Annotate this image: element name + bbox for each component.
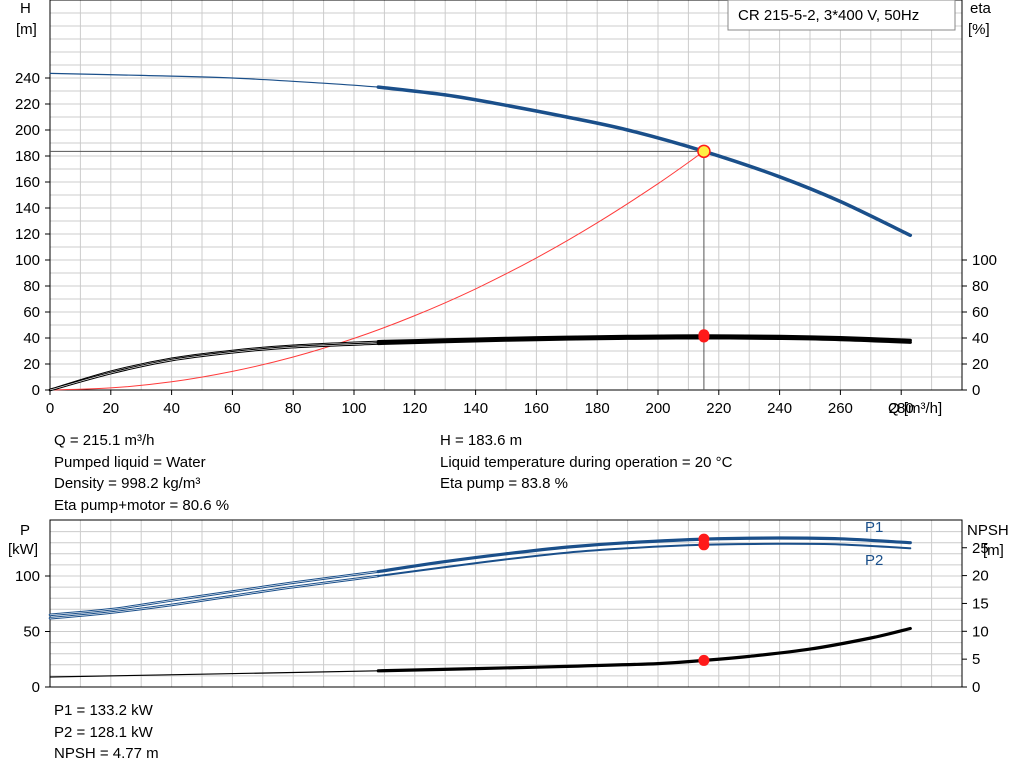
series-npsh_ext (49, 670, 379, 678)
curves (48, 72, 913, 678)
y-axis-unit-left-bottom: [kW] (8, 541, 38, 558)
info-density: Density = 998.2 kg/m³ (54, 475, 201, 492)
y-tick-label-left: 80 (23, 278, 40, 295)
y-tick-label-left: 200 (15, 122, 40, 139)
x-tick-label: 160 (524, 400, 549, 417)
y-tick-label-right: 60 (972, 304, 989, 321)
eta-total-marker (698, 331, 710, 343)
bottom-chart-grid (49, 519, 963, 688)
top-plot-frame (49, 0, 963, 391)
y-tick-label-left: 20 (23, 356, 40, 373)
y-tick-label-left: 0 (32, 382, 40, 399)
y-tick-label-right: 100 (972, 252, 997, 269)
info-col1: Q = 215.1 m³/h Pumped liquid = Water Den… (54, 430, 229, 516)
series-system_curve (49, 150, 705, 391)
series-p2 (377, 542, 912, 577)
info-h: H = 183.6 m (440, 432, 523, 449)
y-axis-title-right: eta (970, 0, 992, 17)
series-eta_pump_ext (49, 341, 379, 391)
series-eta_total (376, 336, 912, 346)
chart-title: CR 215-5-2, 3*400 V, 50Hz (738, 7, 919, 24)
x-tick-label: 0 (46, 400, 54, 417)
y-tick-label-right: 0 (972, 382, 980, 399)
y-tick-label-left: 160 (15, 174, 40, 191)
y-axis-title-right-bottom: NPSH (967, 522, 1009, 539)
y-tick-label-left: 120 (15, 226, 40, 243)
series-p1 (376, 536, 912, 574)
y-tick-label-right: 25 (972, 540, 989, 557)
y-tick-label-right: 20 (972, 568, 989, 585)
y-tick-label-right: 20 (972, 356, 989, 373)
y-tick-label-left: 140 (15, 200, 40, 217)
y-tick-label-left: 0 (32, 679, 40, 696)
y-tick-label-right: 80 (972, 278, 989, 295)
x-tick-label: 220 (706, 400, 731, 417)
x-tick-label: 280 (889, 400, 914, 417)
x-tick-label: 100 (341, 400, 366, 417)
y-tick-label-left: 100 (15, 252, 40, 269)
x-tick-label: 20 (102, 400, 119, 417)
x-tick-label: 60 (224, 400, 241, 417)
info-p1: P1 = 133.2 kW (54, 702, 153, 719)
y-tick-label-right: 40 (972, 330, 989, 347)
series-npsh (376, 626, 912, 673)
y-axis-unit-right-bottom: [m] (983, 542, 1004, 559)
y-tick-label-left: 220 (15, 96, 40, 113)
y-axis-unit-right: [%] (968, 21, 990, 38)
info-liquid: Pumped liquid = Water (54, 453, 206, 471)
p2-marker (698, 539, 710, 551)
info-q: Q = 215.1 m³/h (54, 432, 155, 449)
x-tick-label: 80 (285, 400, 302, 417)
series-p1_ext (49, 571, 379, 616)
info-eta-pump: Eta pump = 83.8 % (440, 475, 568, 492)
info-npsh: NPSH = 4.77 m (54, 745, 159, 762)
tick-labels: 0 20 40 60 80 100 120 140 160 180 200 220 240 260 2800… (8, 0, 1009, 696)
series-eta_total_ext (49, 343, 379, 391)
y-tick-label-left: 240 (15, 70, 40, 87)
npsh-marker (698, 654, 710, 666)
series-head (376, 85, 913, 238)
y-tick-label-left: 60 (23, 304, 40, 321)
title-box (727, 0, 956, 31)
y-axis-title-left-bottom: P (20, 522, 30, 539)
info-eta-total: Eta pump+motor = 80.6 % (54, 496, 230, 514)
x-tick-label: 180 (585, 400, 610, 417)
series-label-p1: P1 (865, 519, 883, 536)
y-tick-label-left: 100 (15, 568, 40, 585)
series-eta_pump_ext-outline (48, 340, 380, 392)
series-head_ext (49, 72, 379, 88)
y-axis-unit-left: [m] (16, 21, 37, 38)
x-tick-label: 260 (828, 400, 853, 417)
info-p2: P2 = 128.1 kW (54, 723, 153, 741)
info-temperature: Liquid temperature during operation = 20… (440, 453, 733, 471)
x-tick-label: 140 (463, 400, 488, 417)
y-tick-label-right: 15 (972, 595, 989, 612)
x-tick-label: 200 (645, 400, 670, 417)
duty-point-marker (697, 144, 711, 159)
series-eta_total_ext-outline (48, 342, 380, 392)
x-axis-title: Q [m³/h] (888, 400, 942, 417)
y-tick-label-right: 10 (972, 623, 989, 640)
info-bottom: P1 = 133.2 kW P2 = 128.1 kW NPSH = 4.77 … (54, 700, 159, 765)
x-tick-label: 40 (163, 400, 180, 417)
y-tick-label-left: 180 (15, 148, 40, 165)
y-tick-label-left: 40 (23, 330, 40, 347)
x-tick-label: 120 (402, 400, 427, 417)
info-col2: H = 183.6 m Liquid temperature during op… (440, 430, 732, 495)
x-tick-label: 240 (767, 400, 792, 417)
y-axis-title-left: H (20, 0, 31, 17)
series-eta_pump (376, 334, 912, 344)
series-label-p2: P2 (865, 552, 883, 569)
series-p2_ext (49, 575, 379, 619)
y-tick-label-right: 0 (972, 679, 980, 696)
y-tick-label-left: 50 (23, 624, 40, 641)
y-tick-label-right: 5 (972, 651, 980, 668)
